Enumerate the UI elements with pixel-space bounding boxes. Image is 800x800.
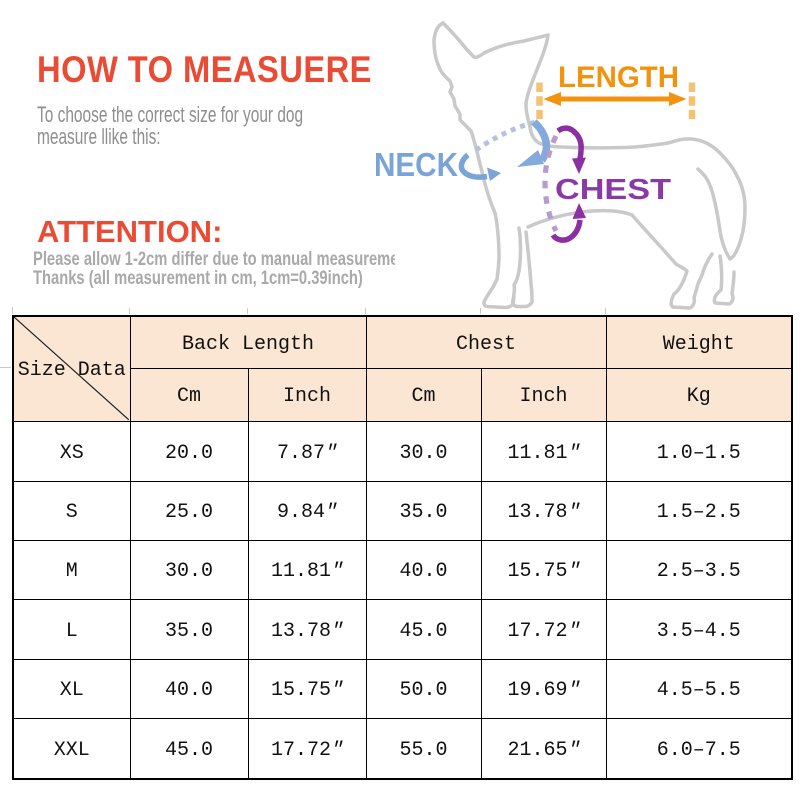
svg-text:LENGTH: LENGTH <box>558 61 679 94</box>
svg-text:CHEST: CHEST <box>555 174 671 206</box>
svg-text:NECK: NECK <box>374 146 458 183</box>
